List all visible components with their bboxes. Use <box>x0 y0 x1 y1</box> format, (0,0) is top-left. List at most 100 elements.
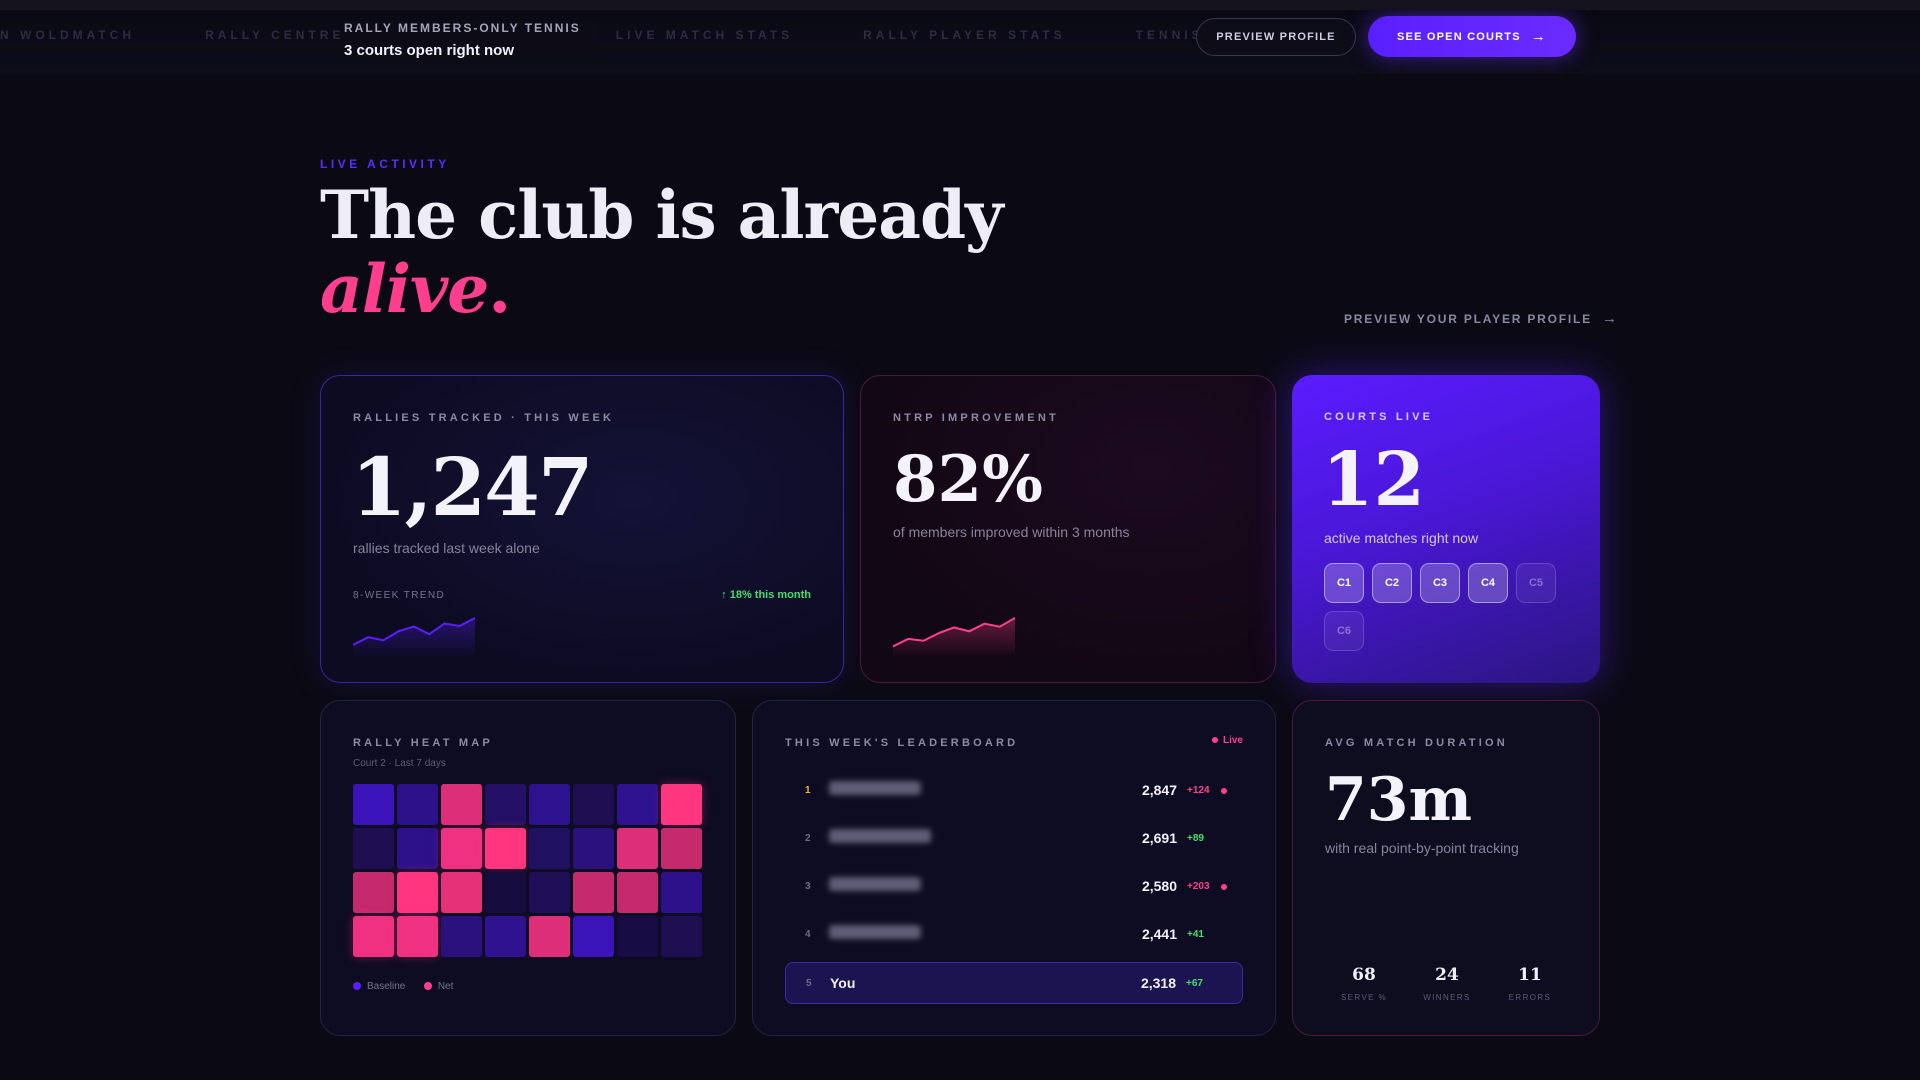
stat-label: SERVE % <box>1340 993 1388 1002</box>
stat-value: 24 <box>1435 965 1459 985</box>
rallies-card: RALLIES TRACKED · THIS WEEK 1,247 rallie… <box>320 375 844 683</box>
row-rank: 2 <box>805 832 811 844</box>
court-chip-c3[interactable]: C3 <box>1420 563 1460 603</box>
blurred-name <box>829 780 921 795</box>
row-delta: +203 <box>1187 880 1210 892</box>
heat-map-card: RALLY HEAT MAP Court 2 · Last 7 days Bas… <box>320 700 736 1036</box>
see-open-courts-label: SEE OPEN COURTS <box>1397 30 1521 43</box>
leaderboard-row[interactable]: 4 2,441 +41 <box>785 913 1243 955</box>
rallies-label: RALLIES TRACKED · THIS WEEK <box>353 412 615 424</box>
courts-live-subtext: active matches right now <box>1324 530 1479 546</box>
preview-profile-button[interactable]: PREVIEW PROFILE <box>1196 18 1356 56</box>
heat-cell <box>617 784 658 825</box>
heat-map-label: RALLY HEAT MAP <box>353 737 493 749</box>
leaderboard-row-you[interactable]: 5 You 2,318 +67 <box>785 962 1243 1004</box>
heat-cell <box>485 872 526 913</box>
heat-cell <box>617 916 658 957</box>
ticker-item: RALLY CENTRE <box>205 28 345 42</box>
hot-dot-icon <box>1221 788 1227 794</box>
row-name <box>829 924 1029 944</box>
leaderboard-row[interactable]: 1 2,847 +124 <box>785 769 1243 811</box>
leaderboard-row[interactable]: 2 2,691 +89 <box>785 817 1243 859</box>
trend-change: ↑ 18% this month <box>721 589 811 601</box>
court-chip-c4[interactable]: C4 <box>1468 563 1508 603</box>
heat-cell <box>661 916 702 957</box>
heat-cell <box>529 828 570 869</box>
rallies-subtext: rallies tracked last week alone <box>353 540 540 556</box>
preview-player-profile-link[interactable]: PREVIEW YOUR PLAYER PROFILE → <box>1344 310 1619 327</box>
heat-cell <box>353 872 394 913</box>
stat-value: 11 <box>1518 965 1542 985</box>
row-rank: 5 <box>806 977 812 989</box>
heat-cell <box>529 916 570 957</box>
row-delta: +124 <box>1187 784 1210 796</box>
blurred-name <box>829 876 921 891</box>
title-dot: . <box>488 250 511 328</box>
heat-map-legend: Baseline Net <box>353 976 467 994</box>
heat-cell <box>397 872 438 913</box>
row-rank: 3 <box>805 880 811 892</box>
brand-title: RALLY MEMBERS-ONLY TENNIS <box>344 21 581 35</box>
live-dot-icon <box>1211 737 1218 744</box>
ticker-item: N WOLDMATCH <box>0 28 136 42</box>
heat-cell <box>573 872 614 913</box>
arrow-right-icon: → <box>1601 310 1619 327</box>
heat-cell <box>617 828 658 869</box>
heat-cell <box>353 916 394 957</box>
legend-net: Net <box>423 981 454 992</box>
duration-value: 73m <box>1325 765 1472 835</box>
heat-cell <box>397 784 438 825</box>
row-name <box>829 780 1029 800</box>
ntrp-card: NTRP IMPROVEMENT 82% of members improved… <box>860 375 1276 683</box>
heat-map-subtitle: Court 2 · Last 7 days <box>353 758 446 769</box>
row-name: You <box>830 975 856 991</box>
leaderboard-row[interactable]: 3 2,580 +203 <box>785 865 1243 907</box>
court-chip-c1[interactable]: C1 <box>1324 563 1364 603</box>
court-chip-c5[interactable]: C5 <box>1516 563 1556 603</box>
duration-subtext: with real point-by-point tracking <box>1325 840 1519 856</box>
page-title: The club is already alive. <box>320 178 1004 328</box>
heat-cell <box>397 828 438 869</box>
heat-cell <box>441 916 482 957</box>
baseline-dot-icon <box>353 982 361 991</box>
heat-cell <box>661 784 702 825</box>
heat-cell <box>485 784 526 825</box>
heat-cell <box>617 872 658 913</box>
row-rank: 1 <box>805 784 811 796</box>
title-accent: alive <box>320 250 489 328</box>
row-score: 2,580 <box>1141 878 1177 894</box>
row-delta: +89 <box>1187 832 1204 844</box>
court-chip-c2[interactable]: C2 <box>1372 563 1412 603</box>
row-delta: +41 <box>1187 928 1204 940</box>
row-score: 2,691 <box>1141 830 1177 846</box>
heat-cell <box>353 784 394 825</box>
heat-cell <box>441 872 482 913</box>
heat-cell <box>529 784 570 825</box>
stat-label: WINNERS <box>1423 993 1471 1002</box>
row-score: 2,441 <box>1141 926 1177 942</box>
rallies-value: 1,247 <box>351 440 594 534</box>
sparkline-line <box>353 617 475 646</box>
hot-dot-icon <box>1221 884 1227 890</box>
row-score: 2,318 <box>1140 975 1176 991</box>
ntrp-label: NTRP IMPROVEMENT <box>893 412 1059 424</box>
heat-cell <box>485 916 526 957</box>
court-chip-c6[interactable]: C6 <box>1324 611 1364 651</box>
live-badge: Live <box>1211 735 1243 746</box>
blurred-name <box>829 924 921 939</box>
see-open-courts-button[interactable]: SEE OPEN COURTS → <box>1368 16 1576 57</box>
legend-net-label: Net <box>437 981 454 992</box>
sparkline-area <box>353 618 475 658</box>
trend-label: 8-WEEK TREND <box>353 590 446 601</box>
heat-cell <box>485 828 526 869</box>
ntrp-value: 82% <box>893 442 1043 517</box>
legend-baseline-label: Baseline <box>367 981 406 992</box>
ntrp-sparkline <box>893 617 1015 658</box>
row-delta: +67 <box>1186 977 1203 989</box>
heat-cell <box>573 916 614 957</box>
ticker-item: LIVE MATCH STATS <box>615 28 794 42</box>
ntrp-subtext: of members improved within 3 months <box>893 524 1130 540</box>
legend-baseline: Baseline <box>353 981 405 992</box>
row-name <box>829 828 1029 848</box>
